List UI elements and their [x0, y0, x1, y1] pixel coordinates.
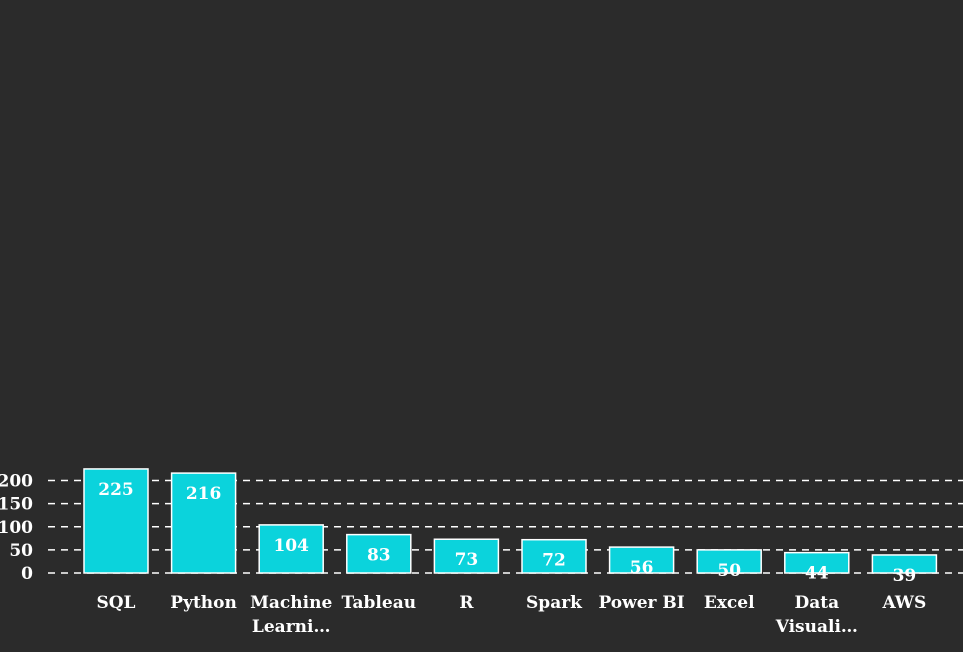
- bar: [696, 549, 762, 574]
- x-category-label-line: SQL: [96, 593, 135, 613]
- bar: [83, 468, 149, 574]
- bar-value-label: 73: [455, 550, 479, 570]
- x-category-label: Machine Learni…: [250, 593, 332, 637]
- bar: [346, 533, 412, 574]
- x-axis-categories: SQL Python Machine Learni… Tableau R Spark Powe…: [96, 593, 926, 637]
- y-axis-ticks: 0 50 100 150 200: [0, 472, 33, 585]
- x-category-label-line: Machine: [250, 593, 332, 613]
- x-category-label-line: Learni…: [252, 617, 331, 637]
- x-category-label: SQL: [96, 593, 135, 613]
- bar: [170, 472, 237, 574]
- y-tick-label: 100: [0, 518, 33, 538]
- bar: [258, 524, 324, 574]
- x-category-label-line: Visuali…: [775, 617, 858, 637]
- bar-value-label: 225: [98, 480, 134, 500]
- x-category-label: Data Visuali…: [775, 593, 858, 637]
- x-category-label-line: Power BI: [598, 593, 684, 613]
- bars: [83, 468, 938, 574]
- gridlines: [48, 479, 963, 574]
- x-category-label: R: [459, 593, 474, 613]
- x-category-label: Tableau: [342, 593, 417, 613]
- x-category-label-line: AWS: [882, 593, 927, 613]
- x-category-label-line: Tableau: [342, 593, 417, 613]
- x-category-label-line: Data: [794, 593, 839, 613]
- data-labels: 225 216 104 83 73 72 56 50 44 39: [98, 480, 916, 586]
- bar-value-label: 216: [186, 484, 222, 504]
- y-tick-label: 50: [9, 541, 33, 561]
- x-category-label: Excel: [704, 593, 755, 613]
- x-category-label-line: Spark: [526, 593, 583, 613]
- bar-value-label: 50: [717, 561, 741, 581]
- x-category-label: Spark: [526, 593, 583, 613]
- y-tick-label: 0: [21, 564, 33, 584]
- x-category-label-line: Python: [170, 593, 237, 613]
- bar-value-label: 44: [805, 564, 829, 584]
- bar-value-label: 104: [273, 536, 309, 556]
- x-category-label: Power BI: [598, 593, 684, 613]
- x-category-label: AWS: [882, 593, 927, 613]
- bar-value-label: 72: [542, 551, 566, 571]
- x-category-label-line: R: [459, 593, 474, 613]
- bar: [871, 554, 938, 574]
- x-category-label: Python: [170, 593, 237, 613]
- y-tick-label: 150: [0, 495, 33, 515]
- x-category-label-line: Excel: [704, 593, 755, 613]
- bar-value-label: 39: [893, 566, 917, 586]
- bar-value-label: 56: [630, 558, 654, 578]
- bar: [521, 538, 587, 574]
- bar: [784, 551, 850, 574]
- bar: [433, 538, 500, 574]
- y-tick-label: 200: [0, 472, 33, 492]
- bar: [608, 546, 675, 574]
- bar-value-label: 83: [367, 546, 391, 566]
